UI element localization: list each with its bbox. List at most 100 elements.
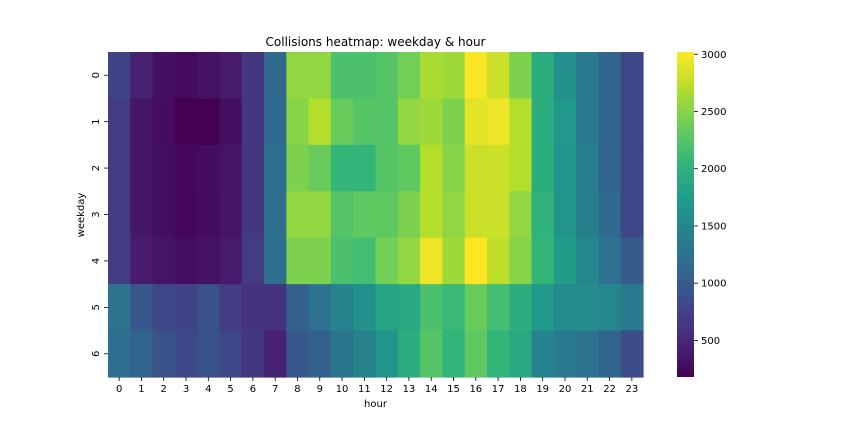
- heatmap-cell: [397, 284, 421, 332]
- heatmap-cell: [531, 144, 555, 192]
- y-axis: 0 1 2 3 4 5 6: [91, 72, 108, 357]
- heatmap-cell: [397, 191, 421, 239]
- x-tick-label: 4: [205, 384, 211, 395]
- x-tick-label: 11: [358, 384, 371, 395]
- heatmap-cell: [152, 191, 176, 239]
- heatmap-cell: [598, 52, 622, 100]
- heatmap-cell: [464, 284, 488, 332]
- heatmap-cell: [286, 144, 310, 192]
- heatmap-cell: [598, 330, 622, 378]
- heatmap-cell: [219, 237, 243, 285]
- heatmap-cell: [486, 52, 510, 100]
- heatmap-cell: [108, 284, 131, 332]
- heatmap-cell: [442, 330, 466, 378]
- heatmap-cell: [219, 284, 243, 332]
- x-tick-label: 9: [317, 384, 323, 395]
- heatmap-cell: [464, 237, 488, 285]
- colorbar-ticks: 500 1000 1500 2000 2500 3000: [694, 50, 726, 347]
- heatmap-cell: [598, 98, 622, 146]
- heatmap-cell: [509, 330, 533, 378]
- heatmap-cell: [308, 191, 332, 239]
- heatmap-cell: [553, 191, 577, 239]
- heatmap-cell: [286, 330, 310, 378]
- heatmap-cell: [464, 52, 488, 100]
- x-tick-label: 23: [625, 384, 638, 395]
- heatmap-cell: [241, 52, 265, 100]
- heatmap-cell: [353, 52, 377, 100]
- colorbar-tick-label: 3000: [701, 50, 726, 61]
- x-tick-label: 0: [116, 384, 122, 395]
- x-tick-label: 20: [559, 384, 572, 395]
- heatmap-cell: [576, 284, 600, 332]
- heatmap-cell: [620, 284, 644, 332]
- heatmap-cell: [286, 237, 310, 285]
- heatmap-cell: [397, 237, 421, 285]
- heatmap-cell: [130, 284, 154, 332]
- heatmap-cell: [598, 191, 622, 239]
- heatmap-cell: [308, 98, 332, 146]
- heatmap-cell: [197, 144, 221, 192]
- heatmap-cell: [197, 237, 221, 285]
- heatmap-cell: [286, 191, 310, 239]
- heatmap-cell: [375, 98, 399, 146]
- heatmap-cell: [464, 191, 488, 239]
- y-tick-label: 6: [91, 351, 102, 357]
- heatmap-cell: [353, 284, 377, 332]
- colorbar-tick-label: 1500: [701, 221, 726, 232]
- heatmap-cell: [308, 237, 332, 285]
- heatmap-cell: [174, 98, 198, 146]
- heatmap-cell: [420, 237, 443, 285]
- heatmap-cell: [553, 330, 577, 378]
- heatmap-cell: [152, 98, 176, 146]
- heatmap-cell: [531, 98, 555, 146]
- y-tick-label: 5: [91, 304, 102, 310]
- x-tick-label: 17: [492, 384, 505, 395]
- chart-title: Collisions heatmap: weekday & hour: [266, 35, 486, 49]
- heatmap-cell: [420, 284, 443, 332]
- x-tick-label: 8: [294, 384, 300, 395]
- heatmap-cell: [375, 330, 399, 378]
- x-tick-label: 6: [250, 384, 256, 395]
- heatmap-cell: [108, 144, 131, 192]
- heatmap-cell: [264, 330, 287, 378]
- heatmap-cell: [308, 284, 332, 332]
- heatmap-cell: [174, 144, 198, 192]
- heatmap-cell: [330, 191, 354, 239]
- x-tick-label: 15: [447, 384, 460, 395]
- heatmap-cell: [130, 98, 154, 146]
- heatmap-cell: [130, 330, 154, 378]
- heatmap-cell: [264, 98, 287, 146]
- heatmap-cell: [375, 237, 399, 285]
- x-tick-label: 14: [425, 384, 438, 395]
- heatmap-cell: [108, 98, 131, 146]
- heatmap-cell: [219, 144, 243, 192]
- heatmap-cell: [620, 98, 644, 146]
- heatmap-cell: [442, 52, 466, 100]
- colorbar-tick-label: 2000: [701, 164, 726, 175]
- heatmap-cell: [531, 237, 555, 285]
- heatmap-cell: [130, 144, 154, 192]
- heatmap-cell: [397, 330, 421, 378]
- heatmap-cell: [353, 98, 377, 146]
- x-tick-label: 22: [603, 384, 616, 395]
- heatmap-cell: [531, 330, 555, 378]
- heatmap-cell: [264, 144, 287, 192]
- heatmap-cell: [130, 191, 154, 239]
- heatmap-cell: [420, 144, 443, 192]
- heatmap-cell: [174, 330, 198, 378]
- y-tick-label: 2: [91, 165, 102, 171]
- heatmap-cell: [486, 191, 510, 239]
- heatmap-cell: [264, 52, 287, 100]
- heatmap-cell: [464, 330, 488, 378]
- heatmap-cell: [241, 237, 265, 285]
- heatmap-cell: [509, 237, 533, 285]
- heatmap-cell: [330, 144, 354, 192]
- x-tick-label: 16: [469, 384, 482, 395]
- heatmap-cell: [241, 144, 265, 192]
- heatmap-cell: [130, 237, 154, 285]
- heatmap-cell: [464, 144, 488, 192]
- x-tick-label: 13: [403, 384, 416, 395]
- heatmap-cell: [509, 144, 533, 192]
- x-tick-label: 12: [380, 384, 393, 395]
- heatmap-cell: [219, 330, 243, 378]
